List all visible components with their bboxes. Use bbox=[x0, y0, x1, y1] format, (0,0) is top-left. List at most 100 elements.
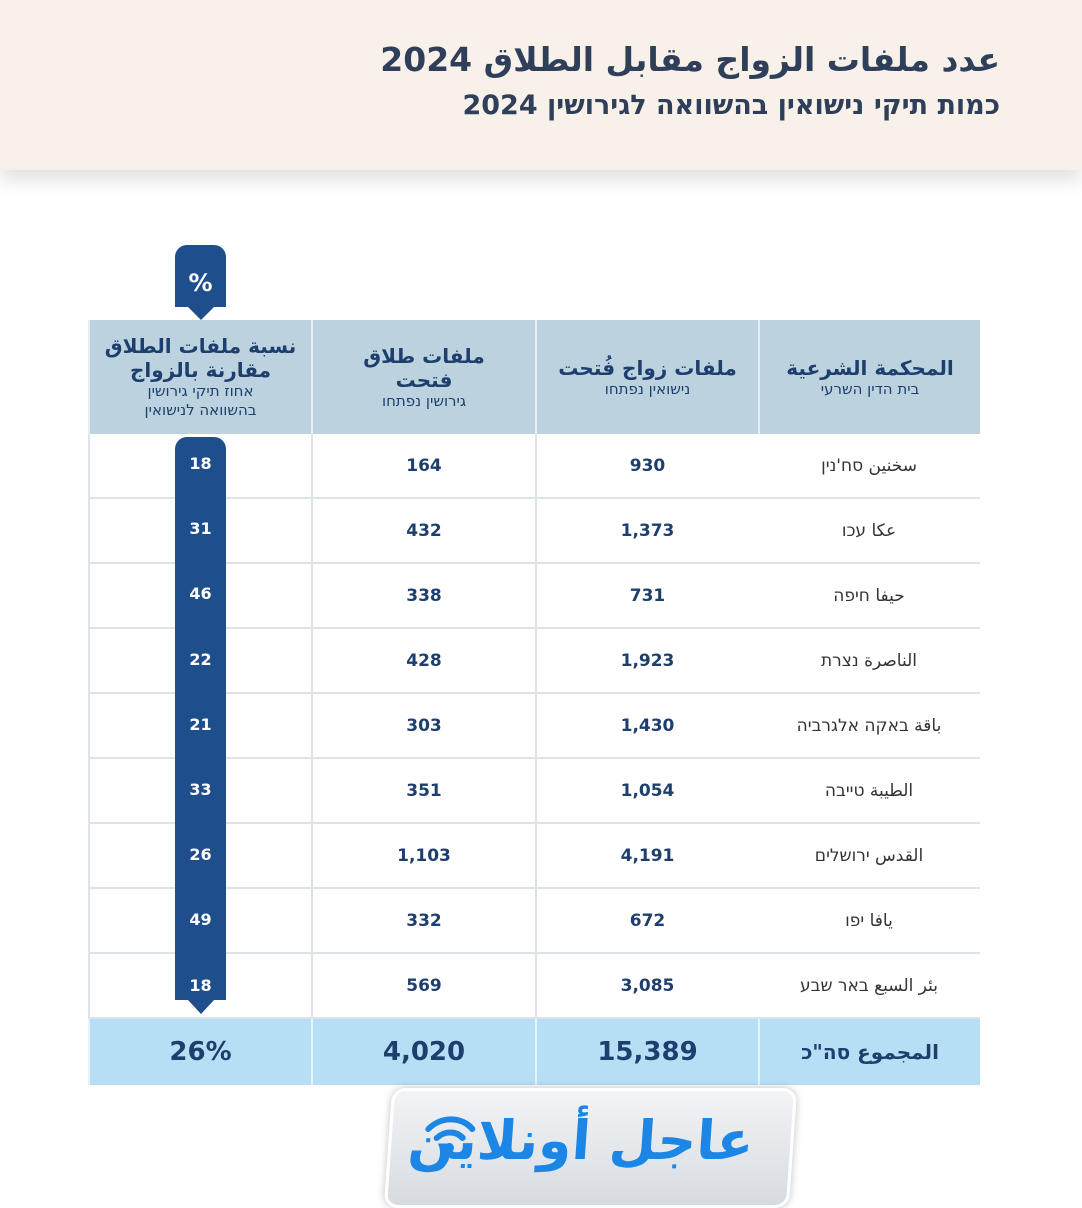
title-banner: عدد ملفات الزواج مقابل الطلاق 2024 כמות … bbox=[0, 0, 1082, 170]
total-row: المجموع סה"כ 15,389 4,020 26% bbox=[88, 1019, 980, 1085]
divorce-cell: 569 bbox=[311, 954, 535, 1017]
header-main: نسبة ملفات الطلاق مقارنة بالزواج bbox=[104, 334, 297, 382]
marriage-value: 3,085 bbox=[620, 975, 675, 996]
logo: عاجل أونلاين bbox=[383, 1088, 798, 1208]
marriage-cell: 3,085 bbox=[535, 954, 758, 1017]
marriage-value: 1,054 bbox=[620, 780, 675, 801]
percent-cell bbox=[88, 824, 311, 887]
court-value: عكا עכו bbox=[841, 520, 897, 541]
percent-cell bbox=[88, 564, 311, 627]
header-marriage: ملفات زواج فُتحت נישואין נפתחו bbox=[535, 320, 758, 434]
header-sub: גירושין נפתחו bbox=[381, 391, 467, 410]
percent-value: 22 bbox=[189, 649, 212, 669]
table-row: يافا יפו 672 332 bbox=[88, 889, 980, 954]
court-cell: سخنين סח'נין bbox=[758, 434, 980, 497]
percent-cell bbox=[88, 499, 311, 562]
marriage-cell: 930 bbox=[535, 434, 758, 497]
divorce-cell: 303 bbox=[311, 694, 535, 757]
table-row: القدس ירושלים 4,191 1,103 bbox=[88, 824, 980, 889]
table-row: باقة באקה אלגרביה 1,430 303 bbox=[88, 694, 980, 759]
divorce-value: 332 bbox=[406, 910, 442, 931]
court-cell: القدس ירושלים bbox=[758, 824, 980, 887]
header-main: المحكمة الشرعية bbox=[786, 355, 954, 380]
percent-value: 18 bbox=[189, 454, 212, 473]
percent-value: 21 bbox=[189, 714, 212, 734]
court-cell: عكا עכו bbox=[758, 499, 980, 562]
court-cell: باقة באקה אלגרביה bbox=[758, 694, 980, 757]
divorce-cell: 432 bbox=[311, 499, 535, 562]
header-divorce: ملفات طلاق فتحت גירושין נפתחו bbox=[311, 320, 535, 434]
divorce-cell: 338 bbox=[311, 564, 535, 627]
divorce-value: 569 bbox=[406, 975, 442, 996]
divorce-cell: 164 bbox=[311, 434, 535, 497]
percent-cell bbox=[88, 954, 311, 1017]
percent-cell bbox=[88, 759, 311, 822]
divorce-value: 351 bbox=[406, 780, 442, 801]
marriage-cell: 731 bbox=[535, 564, 758, 627]
percent-tab: % bbox=[175, 245, 226, 320]
divorce-cell: 332 bbox=[311, 889, 535, 952]
header-main: ملفات زواج فُتحت bbox=[558, 355, 737, 380]
total-percent: 26% bbox=[88, 1019, 311, 1085]
divorce-value: 1,103 bbox=[397, 845, 451, 866]
court-value: القدس ירושלים bbox=[814, 845, 924, 866]
marriage-cell: 672 bbox=[535, 889, 758, 952]
divorce-cell: 1,103 bbox=[311, 824, 535, 887]
title: عدد ملفات الزواج مقابل الطلاق 2024 bbox=[380, 40, 1000, 79]
divorce-value: 303 bbox=[406, 715, 442, 736]
court-cell: الناصرة נצרת bbox=[758, 629, 980, 692]
percent-value: 26 bbox=[189, 845, 212, 865]
total-divorce-value: 4,020 bbox=[382, 1037, 466, 1067]
court-cell: بئر السبع באר שבע bbox=[758, 954, 980, 1017]
divorce-value: 432 bbox=[406, 520, 442, 541]
total-label-text: المجموع סה"כ bbox=[801, 1040, 939, 1064]
court-value: بئر السبع באר שבע bbox=[800, 975, 939, 996]
wifi-icon bbox=[425, 1116, 476, 1153]
percent-cell bbox=[88, 694, 311, 757]
divorce-cell: 351 bbox=[311, 759, 535, 822]
table-row: الطيبة טייבה 1,054 351 bbox=[88, 759, 980, 824]
total-marriage: 15,389 bbox=[535, 1019, 758, 1085]
percent-bar bbox=[175, 437, 226, 1014]
marriage-cell: 4,191 bbox=[535, 824, 758, 887]
marriage-value: 672 bbox=[629, 910, 666, 931]
total-marriage-value: 15,389 bbox=[597, 1037, 698, 1067]
total-divorce: 4,020 bbox=[311, 1019, 535, 1085]
court-value: حيفا חיפה bbox=[833, 585, 905, 606]
table-row: سخنين סח'נין 930 164 bbox=[88, 434, 980, 499]
percent-cell bbox=[88, 889, 311, 952]
header-court: المحكمة الشرعية בית הדין השרעי bbox=[758, 320, 980, 434]
marriage-value: 1,923 bbox=[620, 650, 675, 671]
total-percent-value: 26% bbox=[169, 1037, 232, 1067]
court-cell: حيفا חיפה bbox=[758, 564, 980, 627]
percent-value: 33 bbox=[189, 780, 212, 799]
header-percent: نسبة ملفات الطلاق مقارنة بالزواج אחוז תיק… bbox=[88, 320, 311, 434]
logo-text: عاجل أونلاين bbox=[406, 1109, 756, 1172]
table-row: بئر السبع באר שבע 3,085 569 bbox=[88, 954, 980, 1019]
divorce-value: 428 bbox=[406, 650, 442, 671]
percent-value: 18 bbox=[189, 975, 212, 995]
court-value: يافا יפו bbox=[845, 910, 893, 931]
court-cell: الطيبة טייבה bbox=[758, 759, 980, 822]
marriage-cell: 1,054 bbox=[535, 759, 758, 822]
marriage-cell: 1,373 bbox=[535, 499, 758, 562]
marriage-value: 4,191 bbox=[620, 845, 675, 866]
divorce-value: 164 bbox=[406, 455, 442, 476]
table-row: حيفا חיפה 731 338 bbox=[88, 564, 980, 629]
total-label: المجموع סה"כ bbox=[758, 1019, 980, 1085]
divorce-cell: 428 bbox=[311, 629, 535, 692]
court-value: باقة באקה אלגרביה bbox=[796, 715, 942, 736]
header-row: المحكمة الشرعية בית הדין השרעי ملفات زواج… bbox=[88, 320, 980, 434]
marriage-value: 1,430 bbox=[620, 715, 675, 736]
marriage-cell: 1,430 bbox=[535, 694, 758, 757]
data-table: المحكمة الشرعية בית הדין השרעי ملفات زواج… bbox=[88, 320, 980, 1085]
header-sub: נישואין נפתחו bbox=[604, 379, 691, 398]
percent-value: 31 bbox=[189, 519, 212, 539]
percent-cell bbox=[88, 434, 311, 497]
court-value: الناصرة נצרת bbox=[821, 650, 917, 671]
header-main: ملفات طلاق فتحت bbox=[363, 343, 485, 392]
court-value: الطيبة טייבה bbox=[824, 780, 914, 801]
subtitle: כמות תיקי נישואין בהשוואה לגירושין 2024 bbox=[462, 90, 1000, 121]
header-sub: אחוז תיקי גירושין בהשוואה לנישואין bbox=[144, 382, 257, 419]
percent-value: 46 bbox=[189, 584, 212, 604]
